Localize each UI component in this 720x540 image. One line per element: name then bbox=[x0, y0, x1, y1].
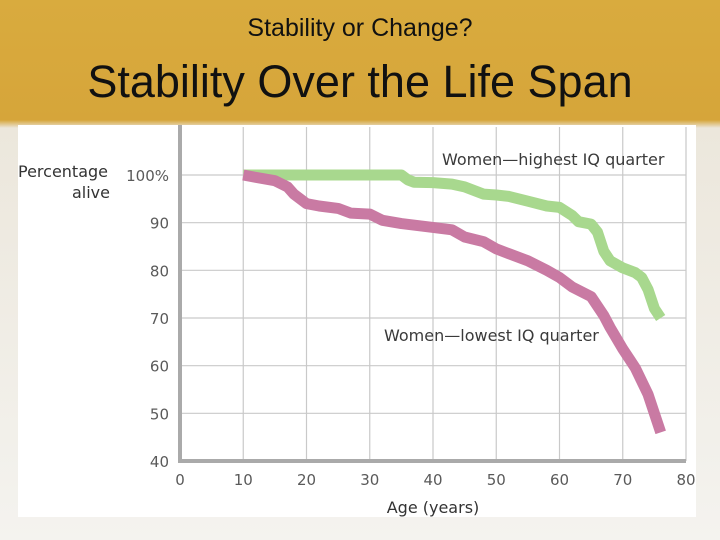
survival-chart: 40 50 60 70 80 90 100% 0 10 20 30 40 50 60 70 80 Perce… bbox=[18, 125, 696, 517]
series-line-lowest bbox=[242, 169, 666, 435]
x-tick-label-40: 40 bbox=[423, 471, 442, 489]
y-tick-label-80: 80 bbox=[150, 262, 169, 280]
axes bbox=[178, 125, 686, 463]
y-axis-label-line2: alive bbox=[72, 183, 110, 202]
x-tick-label-80: 80 bbox=[676, 471, 695, 489]
series-line-highest bbox=[243, 169, 666, 322]
x-tick-label-70: 70 bbox=[613, 471, 632, 489]
y-axis-label-line1: Percentage bbox=[18, 162, 108, 181]
x-axis-label: Age (years) bbox=[387, 498, 480, 517]
y-tick-label-50: 50 bbox=[150, 405, 169, 423]
x-tick-labels: 0 10 20 30 40 50 60 70 80 bbox=[175, 471, 695, 489]
y-tick-label-60: 60 bbox=[150, 358, 169, 376]
y-tick-label-70: 70 bbox=[150, 310, 169, 328]
y-tick-label-100: 100% bbox=[126, 167, 169, 185]
series-label-highest: Women—highest IQ quarter bbox=[442, 150, 665, 169]
x-tick-label-30: 30 bbox=[360, 471, 379, 489]
y-tick-label-40: 40 bbox=[150, 453, 169, 471]
x-tick-label-60: 60 bbox=[550, 471, 569, 489]
series-lines bbox=[242, 169, 666, 435]
slide-subtitle: Stability or Change? bbox=[247, 14, 473, 42]
x-tick-label-10: 10 bbox=[234, 471, 253, 489]
series-label-lowest: Women—lowest IQ quarter bbox=[384, 326, 599, 345]
x-tick-label-20: 20 bbox=[297, 471, 316, 489]
chart-panel: 40 50 60 70 80 90 100% 0 10 20 30 40 50 60 70 80 Perce… bbox=[18, 125, 696, 517]
x-tick-label-0: 0 bbox=[175, 471, 185, 489]
y-tick-labels: 40 50 60 70 80 90 100% bbox=[126, 167, 169, 471]
y-tick-label-90: 90 bbox=[150, 215, 169, 233]
slide-title: Stability Over the Life Span bbox=[87, 56, 633, 107]
x-tick-label-50: 50 bbox=[487, 471, 506, 489]
